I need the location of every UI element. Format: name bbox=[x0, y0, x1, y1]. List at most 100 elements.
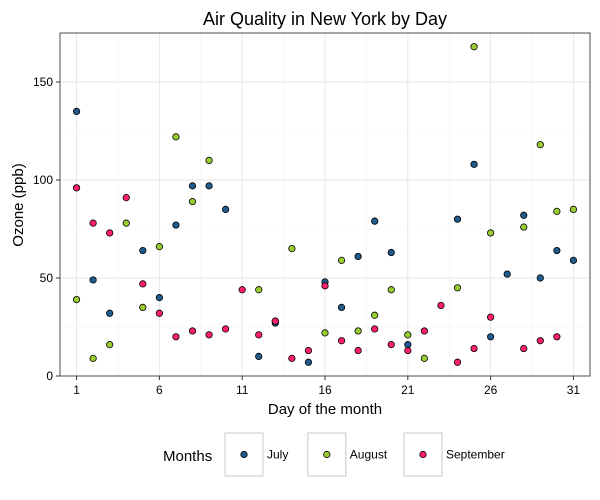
data-point-september bbox=[155, 309, 163, 317]
data-point-september bbox=[437, 301, 445, 310]
x-tick-label: 11 bbox=[236, 383, 249, 397]
data-point-august bbox=[337, 256, 346, 264]
data-point-september bbox=[288, 354, 296, 362]
data-point-july bbox=[569, 256, 578, 264]
data-point-september bbox=[536, 337, 544, 345]
data-point-august bbox=[569, 205, 578, 213]
data-point-august bbox=[122, 219, 130, 227]
data-point-august bbox=[89, 354, 97, 362]
data-point-september bbox=[255, 331, 263, 339]
data-point-august bbox=[72, 295, 81, 304]
legend-label-july: July bbox=[267, 448, 288, 462]
chart-title: Air Quality in New York by Day bbox=[203, 9, 447, 29]
legend-key-september bbox=[419, 450, 427, 459]
data-point-september bbox=[304, 346, 313, 355]
data-point-august bbox=[288, 245, 296, 253]
data-point-september bbox=[72, 184, 81, 192]
data-point-september bbox=[470, 344, 478, 353]
y-tick-label: 100 bbox=[33, 173, 53, 187]
x-tick-label: 31 bbox=[567, 383, 581, 397]
data-point-july bbox=[222, 205, 230, 213]
legend: Months July August September bbox=[163, 432, 505, 477]
data-point-september bbox=[354, 346, 362, 355]
data-point-august bbox=[155, 243, 163, 251]
data-point-august bbox=[487, 229, 495, 237]
data-point-july bbox=[155, 293, 163, 302]
data-point-july bbox=[188, 182, 197, 190]
data-point-august bbox=[321, 329, 329, 337]
data-point-july bbox=[89, 276, 97, 284]
data-point-july bbox=[255, 352, 263, 360]
data-point-august bbox=[205, 156, 213, 164]
data-point-july bbox=[387, 248, 395, 257]
data-point-september bbox=[371, 325, 379, 333]
data-point-september bbox=[188, 327, 197, 335]
data-point-september bbox=[404, 346, 412, 355]
data-point-july bbox=[503, 270, 511, 278]
data-point-september bbox=[520, 344, 528, 353]
data-point-september bbox=[172, 333, 180, 341]
legend-label-august: August bbox=[350, 448, 388, 462]
y-axis-title: Ozone (ppb) bbox=[10, 163, 27, 246]
x-tick-label: 1 bbox=[73, 383, 80, 397]
y-tick-label: 50 bbox=[40, 271, 54, 285]
x-tick-label: 26 bbox=[484, 383, 498, 397]
data-point-july bbox=[106, 309, 114, 317]
data-point-august bbox=[453, 284, 462, 292]
x-axis-title: Day of the month bbox=[268, 401, 382, 418]
data-point-september bbox=[553, 333, 561, 341]
data-point-september bbox=[106, 229, 114, 237]
data-point-july bbox=[487, 333, 495, 341]
data-point-august bbox=[354, 327, 362, 335]
data-point-august bbox=[106, 341, 114, 349]
data-point-september bbox=[337, 337, 346, 345]
data-point-september bbox=[321, 282, 329, 290]
legend-key-august bbox=[323, 450, 331, 459]
data-point-september bbox=[205, 331, 213, 339]
y-tick-label: 0 bbox=[46, 369, 53, 383]
data-point-august bbox=[404, 331, 412, 339]
data-point-august bbox=[420, 354, 428, 362]
x-tick-label: 21 bbox=[401, 383, 415, 397]
data-point-september bbox=[89, 219, 97, 227]
data-point-august bbox=[470, 43, 478, 51]
data-point-september bbox=[487, 313, 495, 321]
data-point-july bbox=[470, 160, 478, 168]
x-tick-label: 6 bbox=[156, 383, 163, 397]
data-point-august bbox=[387, 286, 395, 294]
data-point-july bbox=[404, 341, 412, 349]
data-point-july bbox=[453, 215, 462, 223]
data-point-july bbox=[536, 274, 544, 282]
data-point-august bbox=[188, 197, 197, 206]
data-point-august bbox=[255, 286, 263, 294]
data-point-september bbox=[122, 194, 130, 202]
data-point-july bbox=[337, 303, 346, 311]
data-point-august bbox=[520, 223, 528, 231]
data-point-july bbox=[304, 358, 313, 366]
data-point-september bbox=[222, 325, 230, 333]
data-point-august bbox=[536, 141, 544, 149]
legend-key-july bbox=[240, 450, 248, 459]
data-point-september bbox=[453, 358, 462, 366]
data-point-july bbox=[371, 217, 379, 225]
data-point-september bbox=[238, 286, 246, 294]
data-point-july bbox=[520, 211, 528, 219]
legend-title: Months bbox=[163, 448, 212, 465]
data-point-july bbox=[553, 246, 561, 255]
data-point-august bbox=[553, 207, 561, 215]
data-point-august bbox=[371, 311, 379, 319]
data-point-july bbox=[72, 107, 81, 116]
data-point-september bbox=[387, 341, 395, 349]
data-point-august bbox=[139, 303, 147, 311]
data-point-august bbox=[172, 133, 180, 141]
legend-label-september: September bbox=[446, 448, 505, 462]
data-point-july bbox=[205, 182, 213, 190]
x-tick-label: 16 bbox=[318, 383, 332, 397]
data-point-july bbox=[172, 221, 180, 229]
data-point-july bbox=[354, 252, 362, 261]
data-point-september bbox=[139, 280, 147, 288]
data-point-september bbox=[271, 317, 279, 325]
data-point-september bbox=[420, 327, 428, 335]
data-point-july bbox=[139, 246, 147, 255]
